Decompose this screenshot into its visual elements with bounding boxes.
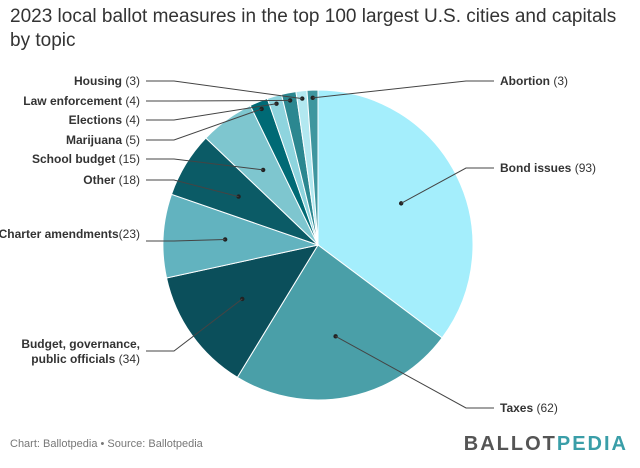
label-value: (3) — [122, 74, 140, 88]
label-value: (4) — [122, 94, 140, 108]
slice-label-housing: Housing (3) — [74, 74, 140, 88]
label-name-line1: Charter amendments — [0, 227, 119, 241]
label-name-line1: Budget, governance, — [21, 337, 140, 351]
logo-main: BALLOT — [463, 433, 557, 455]
slice-label-charter-amendments: Charter amendments(23) — [0, 227, 140, 241]
pie-slice-charter-amendments[interactable] — [162, 193, 320, 279]
label-name: Taxes — [500, 401, 533, 415]
leader-lines — [146, 80, 494, 409]
leader-line-taxes — [335, 335, 494, 409]
ballotpedia-logo[interactable]: BALLOTPEDIA — [464, 433, 628, 456]
label-value: (15) — [115, 152, 140, 166]
label-value: (5) — [122, 133, 140, 147]
label-name: Other — [83, 173, 115, 187]
label-name: Elections — [69, 113, 123, 127]
leader-line-housing — [146, 80, 303, 100]
pie-slices — [162, 89, 474, 401]
chart-title: 2023 local ballot measures in the top 10… — [10, 6, 617, 51]
label-name: Bond issues — [500, 161, 572, 175]
slice-label-elections: Elections (4) — [69, 113, 140, 127]
slice-label-bond-issues: Bond issues (93) — [500, 161, 596, 175]
label-name: Marijuana — [66, 133, 122, 147]
chart-credit: Chart: Ballotpedia • Source: Ballotpedia — [10, 438, 203, 450]
leader-dot-bond-issues — [398, 201, 404, 206]
label-value: (3) — [550, 74, 568, 88]
leader-line-elections — [146, 103, 277, 121]
pie-slice-taxes[interactable] — [236, 244, 443, 401]
label-value: (23) — [119, 227, 140, 241]
leader-line-other — [146, 179, 239, 198]
slice-label-school-budget: School budget (15) — [32, 152, 140, 166]
leader-line-bond-issues — [400, 167, 494, 204]
label-value: (93) — [571, 161, 596, 175]
label-name-line2: public officials — [31, 352, 115, 366]
leader-line-budget-governance-public-officials — [146, 298, 243, 352]
leader-line-abortion — [312, 80, 494, 99]
slice-label-abortion: Abortion (3) — [500, 74, 568, 88]
slice-label-budget-governance-public-officials: Budget, governance, public officials (34) — [21, 337, 140, 366]
label-value: (34) — [115, 352, 140, 366]
label-value: (18) — [115, 173, 140, 187]
slice-label-marijuana: Marijuana (5) — [66, 133, 140, 147]
label-value: (62) — [533, 401, 558, 415]
leader-line-charter-amendments — [146, 238, 226, 242]
logo-accent: PEDIA — [556, 433, 628, 455]
label-value: (4) — [122, 113, 140, 127]
pie-slice-abortion[interactable] — [306, 89, 319, 246]
slice-label-taxes: Taxes (62) — [500, 401, 558, 415]
leader-dot-taxes — [333, 334, 338, 339]
leader-line-school-budget — [146, 158, 264, 171]
leader-line-law-enforcement — [146, 99, 291, 102]
slice-labels: Bond issues (93) Taxes (62) Budget, govern… — [0, 74, 596, 415]
label-name: Abortion — [500, 74, 550, 88]
leader-line-marijuana — [146, 108, 262, 141]
slice-label-law-enforcement: Law enforcement (4) — [23, 94, 140, 108]
label-name: Housing — [74, 74, 122, 88]
pie-slice-budget-governance-public-officials[interactable] — [165, 244, 320, 379]
pie-slice-bond-issues[interactable] — [317, 89, 474, 339]
label-name: Law enforcement — [23, 94, 122, 108]
label-name: School budget — [32, 152, 115, 166]
slice-label-other: Other (18) — [83, 173, 140, 187]
